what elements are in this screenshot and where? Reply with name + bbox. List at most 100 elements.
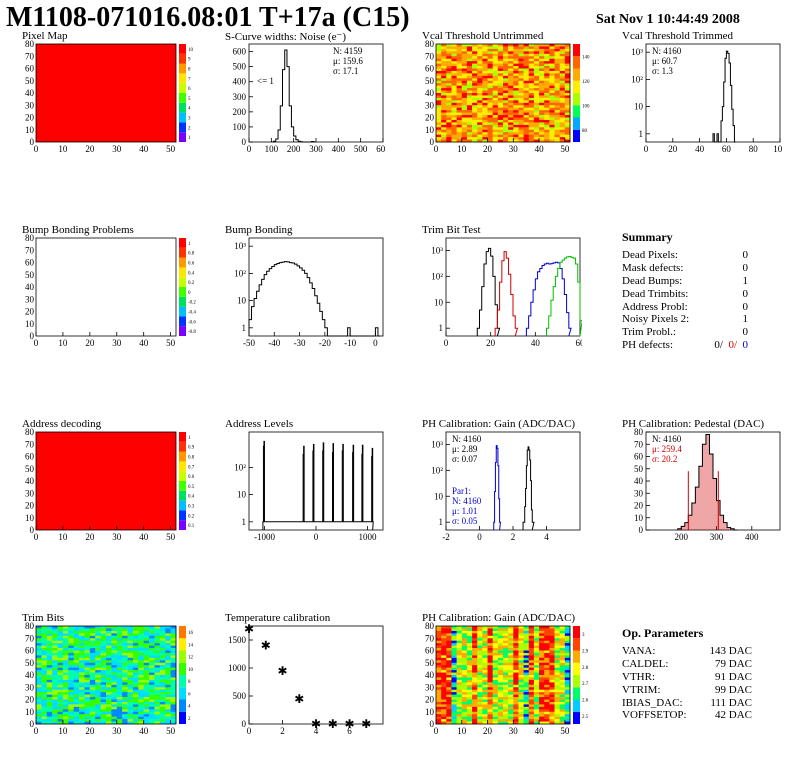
ph_gain_map-cell bbox=[446, 660, 452, 664]
trimbit-frame bbox=[445, 237, 581, 337]
vcal_untrim-ztick-label: 100 bbox=[582, 104, 590, 109]
ph_gain_map-cell bbox=[554, 652, 560, 656]
vcal_untrim-cell bbox=[528, 51, 535, 55]
trimbits_map-cell bbox=[95, 684, 101, 688]
bump_map-ztick-label: -0.6 bbox=[188, 320, 196, 325]
trimbits_map-cell bbox=[46, 697, 53, 700]
trimbits_map-cell bbox=[84, 677, 91, 681]
trimbits_map-cell bbox=[73, 643, 80, 646]
ph_gain_map-cell bbox=[436, 662, 442, 666]
vcal_untrim-cell bbox=[549, 61, 555, 64]
ph_gain_map-cell bbox=[456, 650, 463, 654]
vcal_untrim-cell bbox=[456, 95, 463, 99]
vcal_untrim-cell bbox=[528, 88, 535, 91]
trimbits_map-cell bbox=[111, 721, 118, 725]
trimbits_map-cell bbox=[149, 675, 155, 678]
vcal_untrim-cell bbox=[436, 80, 442, 84]
vcal_untrim-cell bbox=[523, 83, 530, 86]
trimbits_map-cell bbox=[68, 657, 74, 661]
vcal_untrim-cell bbox=[497, 51, 504, 55]
vcal_untrim-cell bbox=[539, 112, 545, 116]
vcal_untrim-cell bbox=[508, 127, 514, 131]
trimbits_map-cell bbox=[57, 716, 64, 720]
ph_gain_map-cell bbox=[523, 684, 530, 688]
vcal_untrim-cell bbox=[528, 78, 535, 82]
vcal_untrim-cell bbox=[533, 63, 540, 67]
trimbits_map-cell bbox=[143, 721, 150, 725]
trimbits_map-cell bbox=[132, 719, 139, 722]
vcal_untrim-cell bbox=[461, 129, 468, 133]
trimbits_map-cell bbox=[46, 682, 53, 686]
ph_gain_map-cell bbox=[549, 645, 555, 649]
temp-xtick-label: 2 bbox=[280, 726, 285, 736]
ph_gain_map-cell bbox=[549, 650, 555, 654]
vcal_untrim-cell bbox=[503, 102, 509, 106]
ph_gain_map-cell bbox=[466, 670, 473, 673]
ph_gain_map-cell bbox=[436, 667, 442, 671]
trimbits_map-cell bbox=[106, 635, 112, 639]
vcal_untrim-cell bbox=[564, 90, 571, 94]
vcal_untrim-cell bbox=[508, 117, 514, 121]
ph_ped-xtick-label: 400 bbox=[745, 532, 759, 542]
addr_map-ytick-label: 10 bbox=[25, 513, 35, 523]
addr_map-ztick-label: 0.9 bbox=[188, 446, 195, 451]
trimbits_map-cell bbox=[68, 709, 74, 713]
vcal_untrim-cell bbox=[441, 115, 447, 118]
vcal_untrim-cell bbox=[461, 61, 468, 64]
vcal_untrim-cell bbox=[441, 134, 447, 138]
vcal_untrim-cell bbox=[497, 93, 504, 96]
vcal_untrim-cell bbox=[456, 115, 463, 118]
ph_gain_map-cell bbox=[544, 697, 550, 700]
trimbits_map-cell bbox=[95, 635, 101, 639]
ph_gain_map-cell bbox=[472, 657, 478, 661]
ph_gain_map-cell bbox=[446, 640, 452, 644]
trimbits_map-ztick-label: 16 bbox=[188, 631, 194, 636]
vcal_untrim-cell bbox=[508, 78, 514, 82]
trimbits_map-cell bbox=[57, 628, 64, 632]
vcal_untrim-cell bbox=[528, 102, 535, 106]
vcal_untrim-cell bbox=[518, 80, 524, 84]
vcal_untrim-cell bbox=[451, 117, 457, 121]
ph_gain_map-cell bbox=[518, 699, 524, 703]
trimbits_map-cell bbox=[100, 672, 107, 676]
ph_gain_map-cell bbox=[492, 645, 499, 649]
ph_gain_map-cell bbox=[446, 667, 452, 671]
trimbits_map-cell bbox=[79, 677, 85, 681]
pixel-map-ytick-label: 50 bbox=[25, 76, 35, 86]
ph_gain_map-cell bbox=[487, 667, 493, 671]
vcal_untrim-cell bbox=[533, 48, 540, 52]
ph_gain_map-cell bbox=[528, 650, 535, 654]
trimbits_map-cell bbox=[100, 677, 107, 681]
ph_gain_map-cell bbox=[559, 714, 566, 717]
ph_gain_map-ztick-label: 2.8 bbox=[582, 666, 589, 671]
vcal_untrim-cell bbox=[503, 61, 509, 64]
vcal_untrim-cell bbox=[477, 58, 483, 62]
ph_gain_map-cell bbox=[482, 657, 488, 661]
trimbits_map-cell bbox=[106, 626, 112, 629]
vcal_untrim-cell bbox=[533, 137, 540, 140]
trimbits_map-cell bbox=[41, 682, 48, 686]
ph_gain_map-cell bbox=[564, 679, 571, 683]
trimbits_map-cell bbox=[68, 699, 74, 703]
ph_gain_map-cell bbox=[513, 675, 519, 678]
vcal_untrim-cell bbox=[482, 122, 488, 126]
ph_gain_map-cell bbox=[559, 682, 566, 686]
pixel-map-ztick-label: 4 bbox=[188, 107, 191, 112]
trimbits_map-cell bbox=[127, 662, 134, 666]
ph_gain_map-cell bbox=[436, 638, 442, 641]
trimbits_map-cell bbox=[106, 643, 112, 646]
trimbits_map-cell bbox=[46, 628, 53, 632]
trimbits_map-cell bbox=[52, 628, 58, 632]
ph_gain_map-cell bbox=[436, 665, 442, 668]
trimbits_map-cell bbox=[122, 679, 128, 683]
ph_gain_map-cell bbox=[477, 682, 483, 686]
ph_gain_map-cell bbox=[503, 704, 509, 708]
trimbits_map-cell bbox=[73, 652, 80, 656]
vcal_untrim-cell bbox=[544, 119, 550, 123]
ph_gain_map-cell bbox=[508, 633, 514, 637]
ph_gain_map-cell bbox=[477, 655, 483, 659]
ph_gain_map-palette-swatch bbox=[573, 675, 580, 688]
trimbits_map-cell bbox=[165, 657, 171, 661]
vcal_untrim-cell bbox=[441, 137, 447, 140]
